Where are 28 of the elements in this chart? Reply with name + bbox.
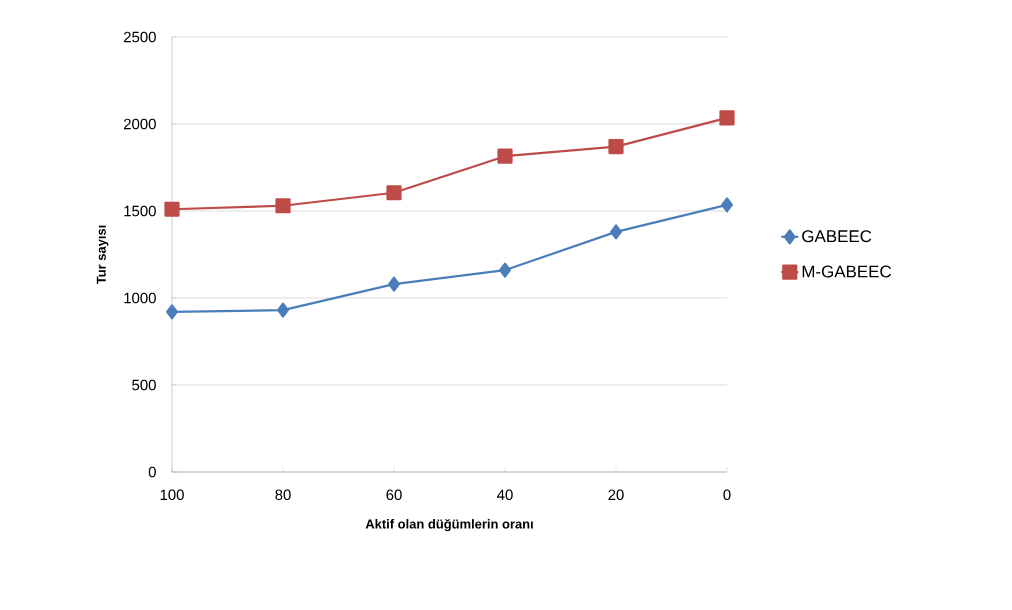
point (610, 224, 622, 240)
y-axis-title: Tur sayısı (96, 225, 109, 285)
point (608, 139, 624, 155)
x-axis-title: Aktif olan düğümlerin oranı (365, 518, 533, 532)
point (499, 262, 511, 278)
y-tick-label: 2000 (123, 118, 156, 130)
y-tick-label: 1000 (124, 292, 156, 304)
point (719, 110, 735, 126)
x-tick-label: 60 (386, 489, 402, 501)
x-tick-label: 20 (608, 489, 624, 501)
x-tick-label: 100 (160, 489, 184, 501)
point (388, 276, 400, 292)
point (275, 198, 291, 214)
point (497, 148, 513, 164)
point (166, 304, 178, 320)
point (164, 201, 180, 217)
point (721, 197, 733, 213)
x-tick-label: 80 (275, 489, 291, 501)
point (277, 302, 289, 318)
x-tick-label: 0 (723, 489, 731, 501)
legend-label: M-GABEEC (802, 265, 892, 278)
y-tick-label: 500 (132, 379, 156, 391)
legend-label: GABEEC (802, 230, 872, 243)
x-tick-label: 40 (497, 489, 513, 501)
point (386, 185, 402, 201)
y-tick-label: 0 (148, 466, 156, 478)
y-tick-label: 1500 (124, 205, 156, 217)
y-tick-label: 2500 (123, 31, 156, 43)
